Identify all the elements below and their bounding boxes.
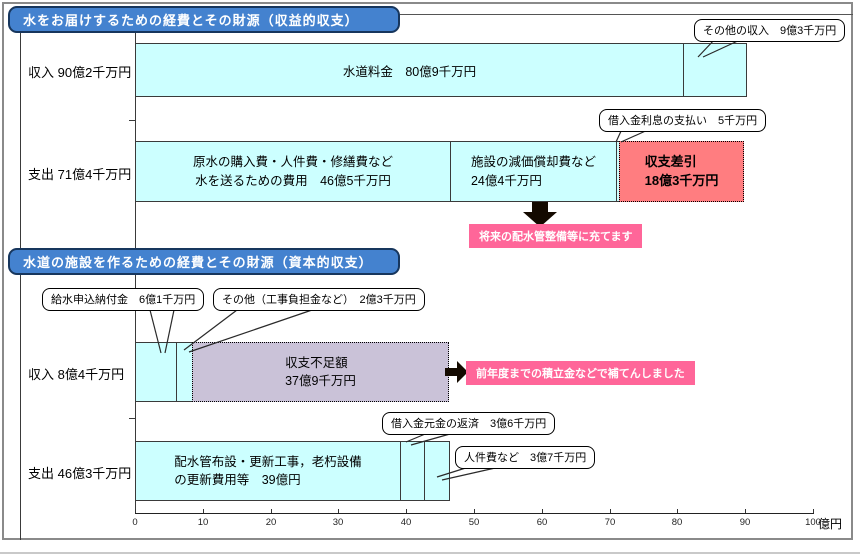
row-label-expense-2: 支出 46億3千万円: [28, 466, 132, 481]
bar-raw-water-line2: 水を送るための費用 46億5千万円: [195, 173, 391, 188]
bar-raw-water-cost: 原水の購入費・人件費・修繕費など 水を送るための費用 46億5千万円: [135, 141, 451, 202]
x-axis-tick: [338, 509, 339, 513]
callout-other-capital: その他（工事負担金など） 2億3千万円: [213, 288, 425, 311]
x-axis-tick: [271, 509, 272, 513]
bottom-edge-shadow: [0, 552, 860, 554]
x-axis-tick-label: 20: [265, 517, 277, 528]
x-axis-tick: [610, 509, 611, 513]
category-tick: [129, 418, 135, 419]
bar-pipe-works-line2: の更新費用等 39億円: [174, 473, 301, 487]
bar-depreciation-line2: 24億4千万円: [470, 173, 542, 188]
section1-title: 水をお届けするための経費とその財源（収益的収支）: [23, 13, 359, 28]
bar-other-income: [683, 43, 747, 97]
bar-other-capital-income: [176, 342, 193, 402]
section2-left-line: [20, 275, 21, 540]
section2-title-banner: 水道の施設を作るための経費とその財源（資本的収支）: [8, 248, 400, 275]
row-label-expense-1: 支出 71億4千万円: [28, 167, 132, 182]
shortfall-box: 収支不足額 37億9千万円: [192, 342, 449, 402]
bar-depreciation: 施設の減価償却費など 24億4千万円: [450, 141, 617, 202]
note-future-use: 将来の配水管整備等に充てます: [469, 224, 643, 248]
bar-depreciation-line1: 施設の減価償却費など: [470, 155, 596, 170]
shortfall-line1: 収支不足額: [285, 355, 348, 370]
callout-interest: 借入金利息の支払い 5千万円: [599, 109, 767, 132]
x-axis-tick-label: 70: [604, 517, 616, 528]
x-axis-tick-label: 0: [132, 517, 138, 528]
bar-application-fee: [135, 342, 177, 402]
balance-surplus-box: 収支差引 18億3千万円: [619, 141, 744, 202]
section1-left-line: [20, 33, 21, 248]
balance-line2: 18億3千万円: [644, 172, 719, 188]
category-tick: [129, 120, 135, 121]
x-axis-tick-label: 80: [671, 517, 683, 528]
callout-personnel: 人件費など 3億7千万円: [455, 446, 596, 469]
row-label-income-2: 収入 8億4千万円: [28, 367, 125, 382]
bar-pipe-works: 配水管布設・更新工事，老朽設備 の更新費用等 39億円: [135, 441, 401, 501]
x-axis-tick-label: 40: [400, 517, 412, 528]
x-axis-tick: [135, 509, 136, 513]
bar-water-fee: 水道料金 80億9千万円: [135, 43, 684, 97]
x-axis-tick: [677, 509, 678, 513]
x-axis-tick-label: 50: [468, 517, 480, 528]
x-axis-tick: [406, 509, 407, 513]
bar-raw-water-line1: 原水の購入費・人件費・修繕費など: [192, 155, 393, 170]
header-rule-line: [397, 14, 853, 15]
x-axis-tick: [542, 509, 543, 513]
section1-title-banner: 水をお届けするための経費とその財源（収益的収支）: [8, 6, 400, 33]
note-reserve-fund: 前年度までの積立金などで補てんしました: [466, 361, 695, 385]
chart-frame: [2, 2, 853, 540]
bar-pipe-works-line1: 配水管布設・更新工事，老朽設備: [174, 454, 362, 469]
section2-title: 水道の施設を作るための経費とその財源（資本的収支）: [23, 255, 373, 270]
x-axis-tick-label: 10: [197, 517, 209, 528]
callout-other-income: その他の収入 9億3千万円: [694, 19, 846, 42]
x-axis-unit-label: 億円: [818, 517, 843, 531]
x-axis-tick: [203, 509, 204, 513]
x-axis-tick: [474, 509, 475, 513]
bar-personnel-cost: [424, 441, 450, 501]
x-axis-tick-label: 60: [536, 517, 548, 528]
x-axis-line: [135, 513, 814, 514]
x-axis-tick-label: 30: [332, 517, 344, 528]
row-label-income-1: 収入 90億2千万円: [28, 65, 132, 80]
shortfall-line2: 37億9千万円: [285, 374, 356, 388]
bar-loan-principal: [400, 441, 425, 501]
x-axis-tick-label: 100: [805, 517, 821, 528]
bar-water-fee-label: 水道料金 80億9千万円: [342, 64, 477, 79]
callout-loan-principal: 借入金元金の返済 3億6千万円: [382, 412, 556, 435]
callout-application-fee: 給水申込納付金 6億1千万円: [42, 288, 205, 311]
x-axis-tick: [745, 509, 746, 513]
balance-line1: 収支差引: [644, 153, 697, 169]
x-axis-tick-label: 90: [739, 517, 751, 528]
x-axis-tick: [813, 509, 814, 513]
